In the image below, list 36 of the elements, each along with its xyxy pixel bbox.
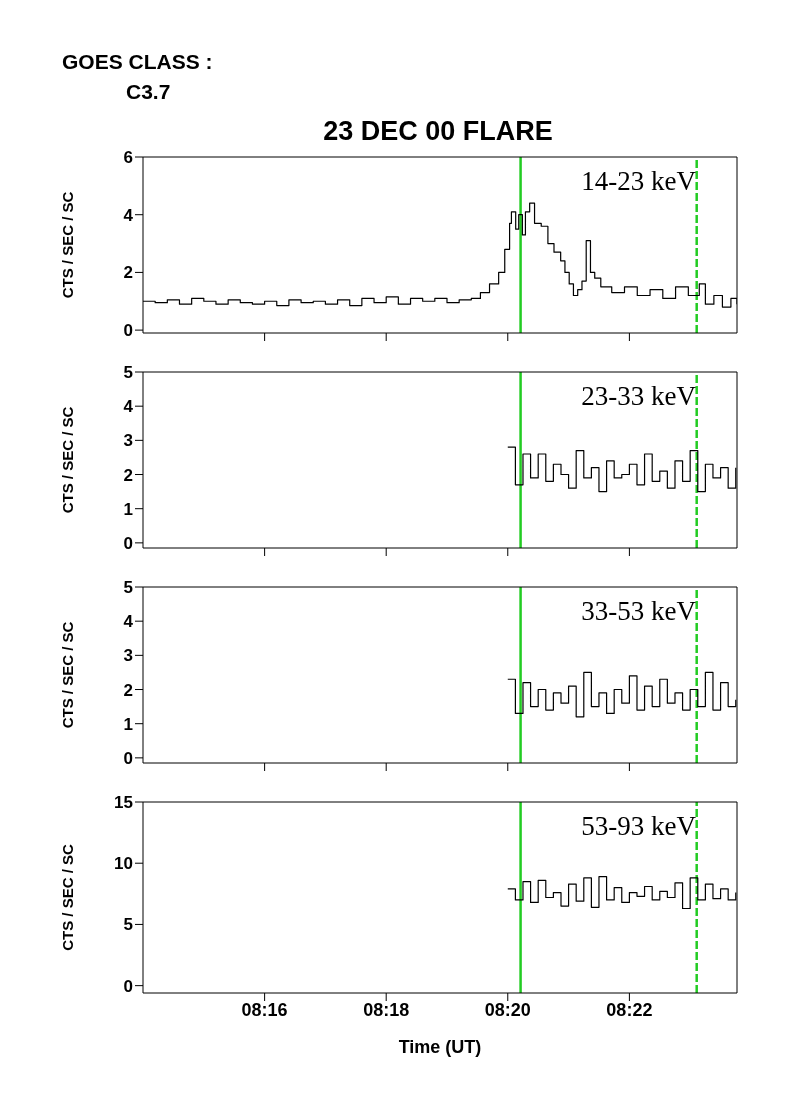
x-axis-title: Time (UT) <box>398 1037 482 1057</box>
text: C3.7 <box>126 80 171 104</box>
y-tick-label: 4 <box>123 205 134 225</box>
y-tick-label: 2 <box>123 465 133 485</box>
y-tick-label: 2 <box>123 263 133 283</box>
y-tick-label: 15 <box>114 793 133 813</box>
series-label: 53-93 keV <box>581 811 696 842</box>
text: GOES CLASS : <box>62 50 213 74</box>
y-axis-title: CTS / SEC / SC <box>59 843 77 951</box>
y-tick-label: 2 <box>123 680 133 700</box>
series-label: 23-33 keV <box>581 381 696 412</box>
x-tick-label: 08:20 <box>484 999 531 1020</box>
y-tick-label: 0 <box>123 321 133 341</box>
y-tick-label: 5 <box>123 915 133 935</box>
x-tick-label: 08:16 <box>241 999 288 1020</box>
y-tick-label: 0 <box>123 533 133 553</box>
y-axis-title: CTS / SEC / SC <box>59 191 77 299</box>
y-tick-label: 10 <box>114 854 133 874</box>
chart-title: 23 DEC 00 FLARE <box>322 116 554 147</box>
y-tick-label: 4 <box>123 612 134 632</box>
y-tick-label: 5 <box>123 363 133 383</box>
y-tick-label: 3 <box>123 431 133 451</box>
y-tick-label: 1 <box>123 499 133 519</box>
y-tick-label: 1 <box>123 714 133 734</box>
series-label: 14-23 keV <box>581 166 696 197</box>
x-tick-label: 08:22 <box>606 999 653 1020</box>
series-label: 33-53 keV <box>581 596 696 627</box>
y-tick-label: 6 <box>123 148 133 168</box>
x-tick-label: 08:18 <box>363 999 410 1020</box>
y-axis-title: CTS / SEC / SC <box>59 621 77 729</box>
y-tick-label: 5 <box>123 578 133 598</box>
y-tick-label: 0 <box>123 748 133 768</box>
y-tick-label: 0 <box>123 976 133 996</box>
y-axis-title: CTS / SEC / SC <box>59 406 77 514</box>
y-tick-label: 3 <box>123 646 133 666</box>
y-tick-label: 4 <box>123 397 134 417</box>
